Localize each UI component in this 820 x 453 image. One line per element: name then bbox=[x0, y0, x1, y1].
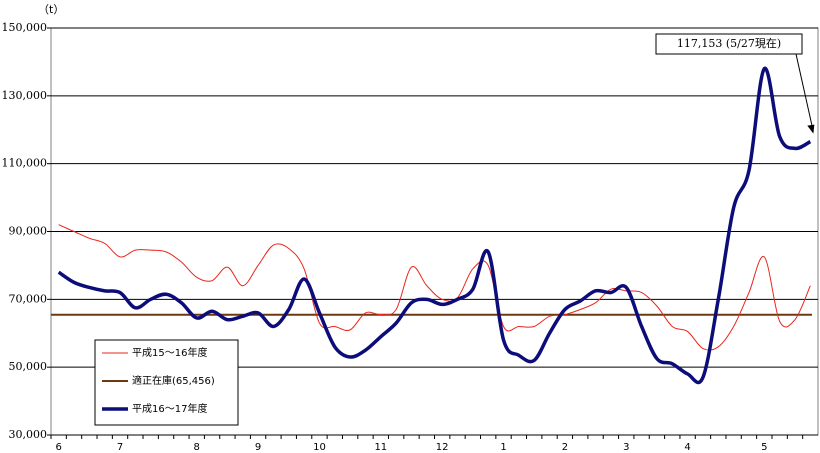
legend-label: 平成15～16年度 bbox=[132, 346, 207, 359]
y-tick-label: 90,000 bbox=[9, 225, 48, 238]
annotation-box bbox=[655, 33, 803, 55]
x-tick-label: 8 bbox=[194, 442, 200, 453]
x-tick-label: 4 bbox=[684, 442, 690, 453]
x-tick-label: 1 bbox=[500, 442, 506, 453]
series-line bbox=[58, 224, 811, 351]
arrow-head bbox=[807, 124, 815, 134]
x-tick-label: 7 bbox=[117, 442, 123, 453]
annotation-arrow bbox=[795, 53, 814, 132]
y-tick-label: 110,000 bbox=[2, 157, 48, 170]
x-tick-label: 10 bbox=[313, 442, 326, 453]
x-tick-label: 3 bbox=[623, 442, 629, 453]
y-tick-label: 70,000 bbox=[9, 292, 48, 305]
y-tick-label: 50,000 bbox=[9, 360, 48, 373]
x-tick-label: 2 bbox=[562, 442, 568, 453]
legend-label: 適正在庫(65,456) bbox=[132, 374, 215, 387]
x-tick-label: 6 bbox=[55, 442, 61, 453]
x-tick-label: 12 bbox=[436, 442, 449, 453]
y-tick-label: 30,000 bbox=[9, 428, 48, 441]
legend-label: 平成16～17年度 bbox=[132, 402, 207, 415]
series-line bbox=[57, 66, 812, 385]
annotation: 117,153 (5/27現在) bbox=[677, 37, 781, 50]
x-tick-label: 5 bbox=[761, 442, 767, 453]
legend-box bbox=[94, 339, 239, 426]
x-tick-label: 9 bbox=[255, 442, 261, 453]
y-tick-label: 150,000 bbox=[2, 21, 48, 34]
y-unit: （t） bbox=[38, 3, 64, 16]
y-tick-label: 130,000 bbox=[2, 89, 48, 102]
x-tick-label: 11 bbox=[374, 442, 387, 453]
